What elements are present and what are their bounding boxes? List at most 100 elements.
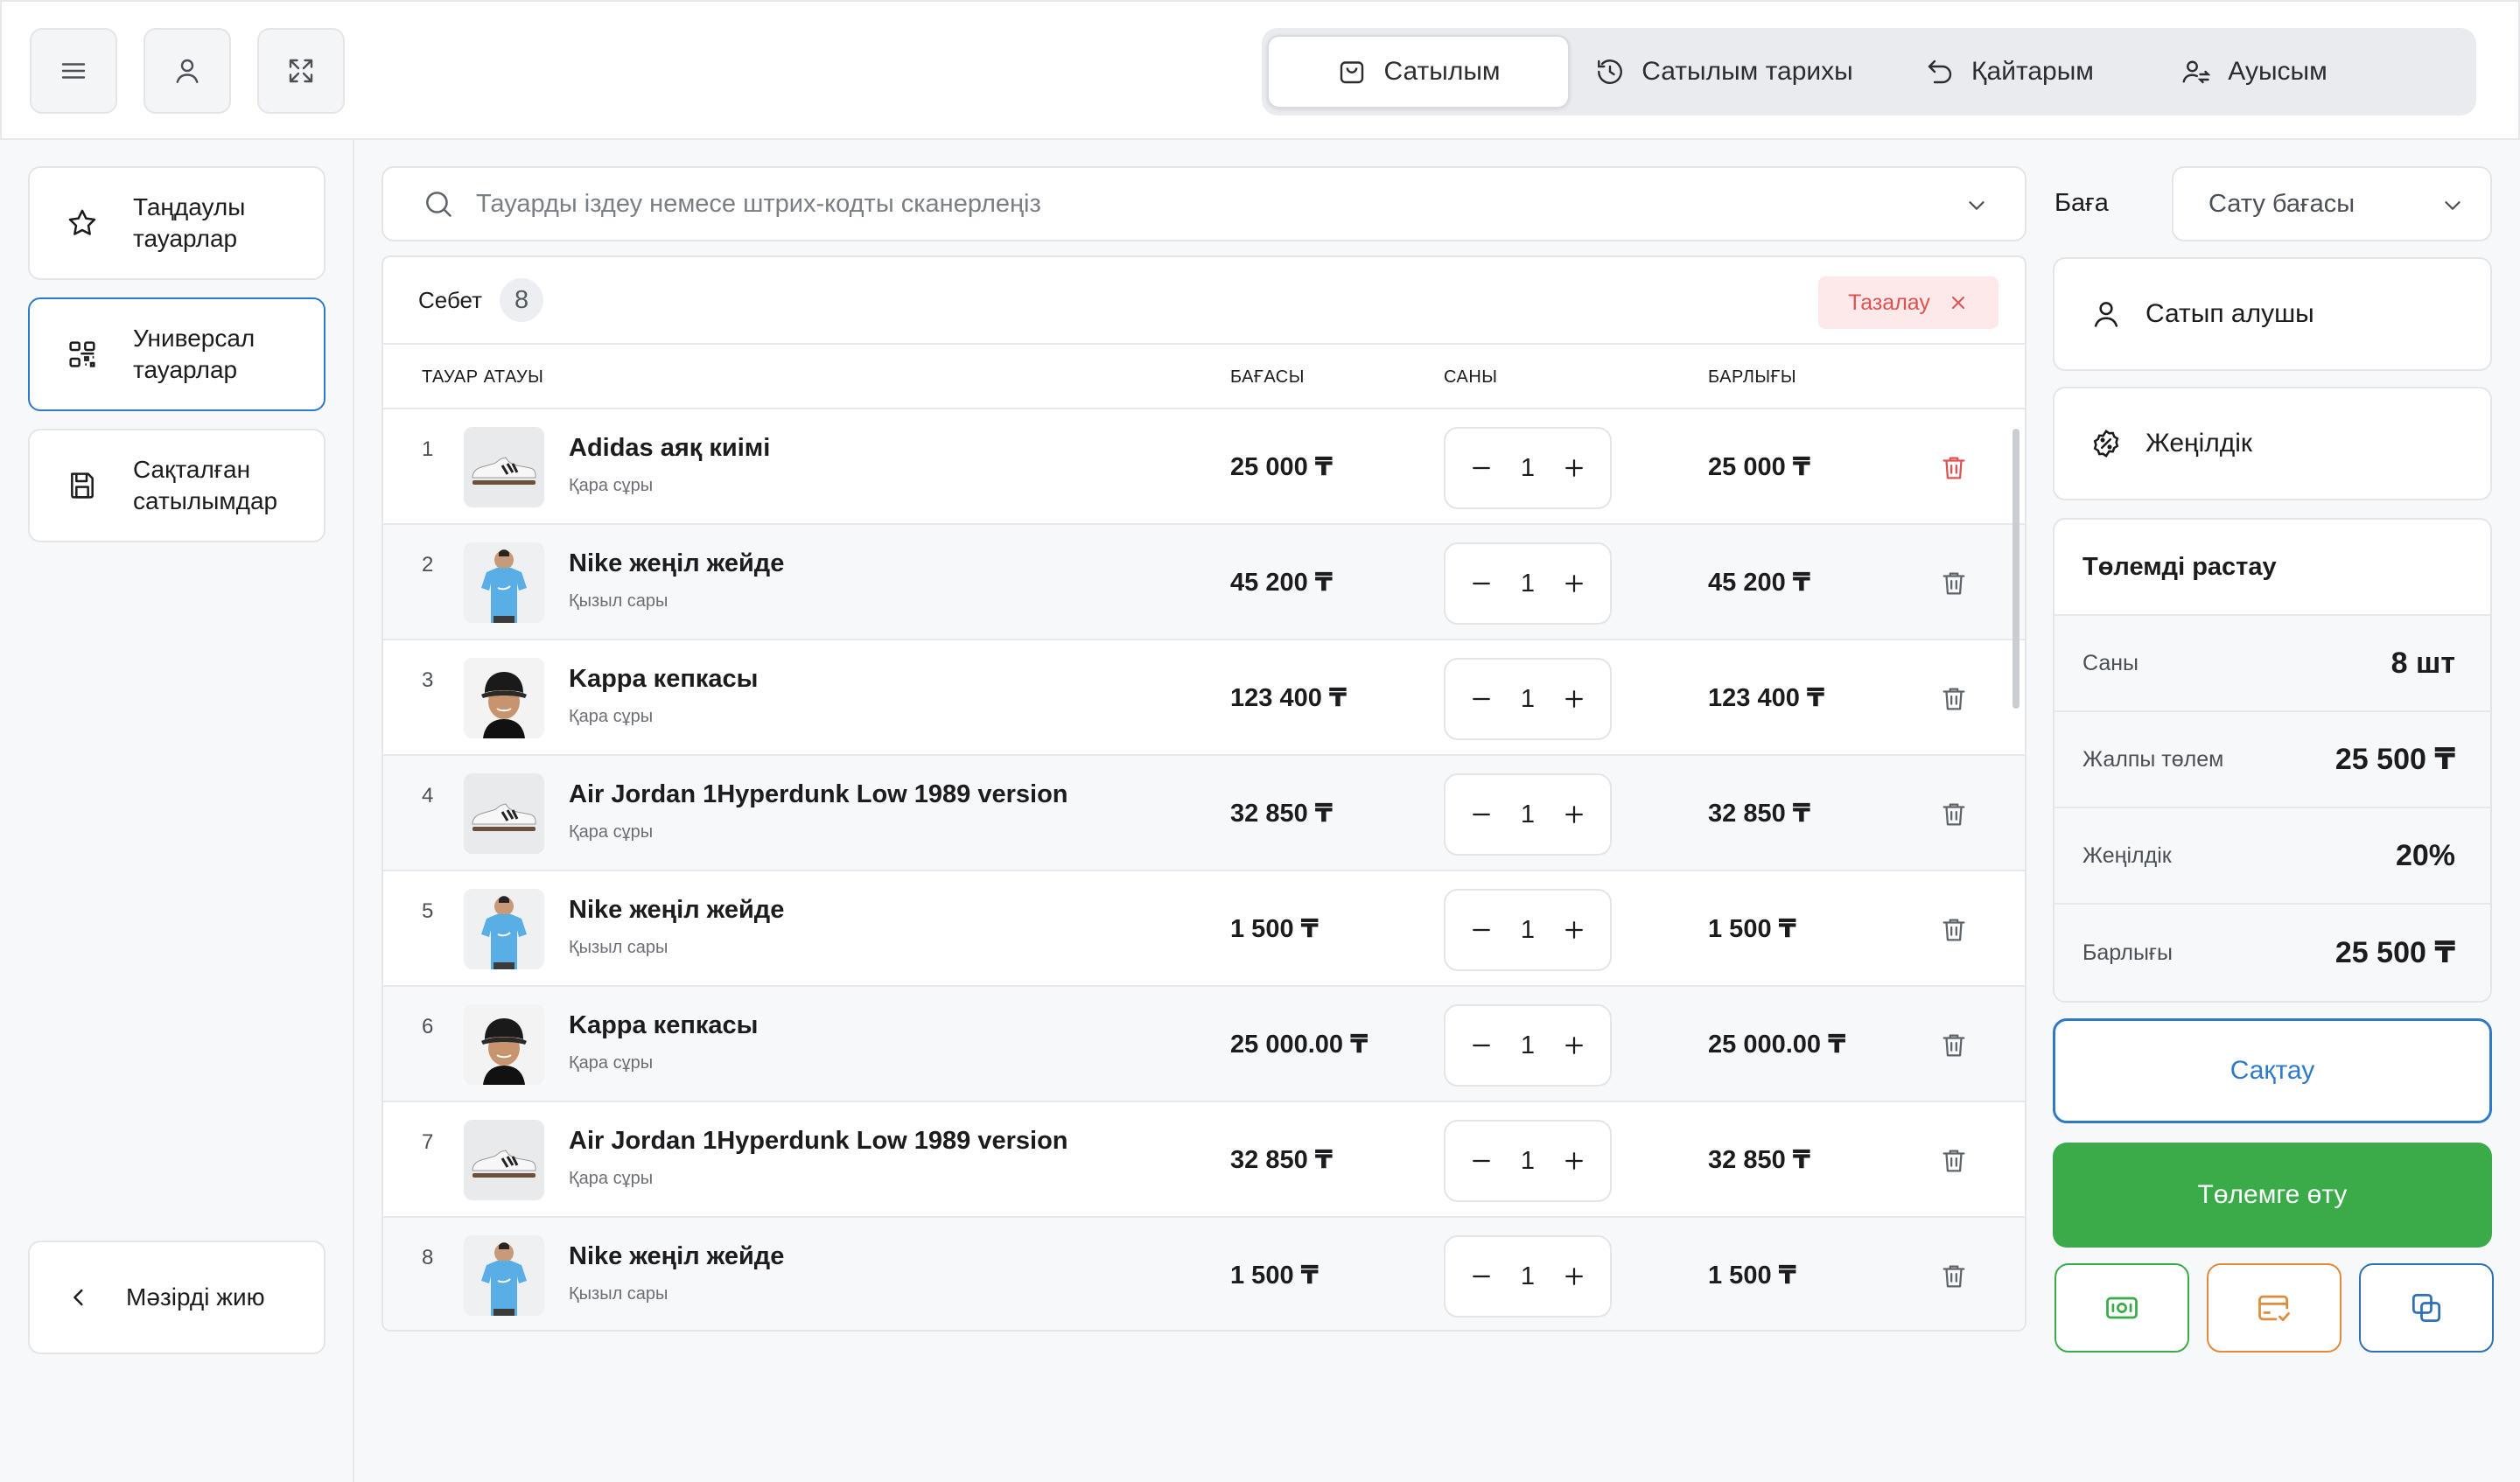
plus-icon[interactable]: [1561, 686, 1587, 712]
cash-payment-button[interactable]: [2054, 1263, 2189, 1353]
minus-icon[interactable]: [1468, 801, 1494, 828]
quantity-value[interactable]: 1: [1520, 684, 1536, 713]
plus-icon[interactable]: [1561, 801, 1587, 828]
cart-column-headers: ТАУАР АТАУЫ БАҒАСЫ САНЫ БАРЛЫҒЫ: [383, 345, 2025, 409]
table-row: 3 Kappa кепкасы Қара сұры 123 400 ₸ 1 123 400…: [383, 640, 2025, 756]
row-index: 7: [422, 1130, 434, 1154]
cart-scrollbar[interactable]: [2012, 429, 2020, 709]
column-qty: САНЫ: [1444, 367, 1498, 387]
discount-icon: [2093, 429, 2119, 458]
mixed-payment-button[interactable]: [2359, 1263, 2494, 1353]
tab-returns[interactable]: Қайтарым: [1878, 35, 2140, 108]
search-input[interactable]: [476, 189, 1911, 219]
product-total: 32 850 ₸: [1708, 1146, 1810, 1174]
tab-label: Сатылым: [1383, 57, 1501, 86]
mixed-payment-icon: [2412, 1293, 2441, 1323]
sneaker-thumbnail-icon: [464, 1120, 544, 1200]
product-variant: Қызыл сары: [569, 1284, 668, 1304]
trash-icon[interactable]: [1939, 1031, 1969, 1060]
minus-icon[interactable]: [1468, 1032, 1494, 1059]
trash-icon[interactable]: [1939, 453, 1969, 483]
sidebar-item-favorites[interactable]: Таңдаулы тауарлар: [28, 166, 326, 280]
sidebar: Таңдаулы тауарлар Универсал тауарлар Сақ…: [0, 140, 354, 1482]
tab-sales[interactable]: Сатылым: [1267, 35, 1570, 108]
trash-icon[interactable]: [1939, 915, 1969, 945]
chevron-down-icon[interactable]: [1964, 192, 1990, 219]
star-icon: [68, 209, 96, 235]
quantity-value[interactable]: 1: [1520, 1031, 1536, 1059]
trash-icon[interactable]: [1939, 1146, 1969, 1176]
product-name: Kappa кепкасы: [569, 1011, 759, 1039]
table-row: 5 Nike жеңіл жейде Қызыл сары 1 500 ₸ 1 1 500…: [383, 871, 2025, 987]
sidebar-item-universal[interactable]: Универсал тауарлар: [28, 297, 326, 411]
quantity-value[interactable]: 1: [1520, 800, 1536, 828]
bag-icon: [1340, 61, 1364, 84]
product-total: 123 400 ₸: [1708, 684, 1825, 712]
plus-icon[interactable]: [1561, 1263, 1587, 1290]
quantity-value[interactable]: 1: [1520, 569, 1536, 598]
card-payment-button[interactable]: [2207, 1263, 2342, 1353]
search-icon: [426, 192, 452, 217]
trash-icon[interactable]: [1939, 800, 1969, 829]
plus-icon[interactable]: [1561, 1148, 1587, 1174]
product-total: 25 000.00 ₸: [1708, 1031, 1846, 1059]
discount-button[interactable]: Жеңілдік: [2053, 387, 2492, 500]
tab-shift[interactable]: Ауысым: [2140, 35, 2368, 108]
plus-icon[interactable]: [1561, 917, 1587, 943]
product-variant: Қара сұры: [569, 1053, 654, 1073]
trash-icon[interactable]: [1939, 684, 1969, 714]
tab-sales-history[interactable]: Сатылым тарихы: [1570, 35, 1878, 108]
minus-icon[interactable]: [1468, 1148, 1494, 1174]
product-name: Nike жеңіл жейде: [569, 549, 785, 577]
minus-icon[interactable]: [1468, 1263, 1494, 1290]
proceed-to-payment-button[interactable]: Төлемге өту: [2053, 1143, 2492, 1248]
profile-button[interactable]: [144, 28, 231, 114]
quantity-stepper: 1: [1444, 773, 1612, 856]
product-variant: Қара сұры: [569, 1169, 654, 1188]
row-index: 8: [422, 1246, 434, 1269]
price-type-select[interactable]: Сату бағасы: [2172, 166, 2492, 241]
main-tabs: Сатылым Сатылым тарихы Қайтарым Ауысым: [1262, 28, 2476, 115]
minus-icon[interactable]: [1468, 917, 1494, 943]
summary-value: 20%: [2395, 838, 2455, 872]
plus-icon[interactable]: [1561, 1032, 1587, 1059]
expand-icon: [289, 59, 313, 83]
menu-button[interactable]: [30, 28, 117, 114]
save-icon: [71, 472, 94, 499]
product-search[interactable]: [382, 166, 2026, 241]
plus-icon[interactable]: [1561, 570, 1587, 597]
trash-icon[interactable]: [1939, 1262, 1969, 1291]
close-icon: [1951, 297, 1964, 309]
trash-icon[interactable]: [1939, 569, 1969, 598]
product-name: Air Jordan 1Hyperdunk Low 1989 version: [569, 1127, 1068, 1155]
summary-value: 25 500 ₸: [2334, 936, 2455, 969]
save-button[interactable]: Сақтау: [2053, 1018, 2492, 1123]
product-name: Adidas аяқ киімі: [569, 434, 771, 462]
return-icon: [1928, 59, 1952, 84]
product-variant: Қызыл сары: [569, 591, 668, 611]
history-icon: [1598, 59, 1623, 84]
minus-icon[interactable]: [1468, 686, 1494, 712]
collapse-menu-button[interactable]: Мәзірді жию: [28, 1241, 326, 1354]
quantity-value[interactable]: 1: [1520, 453, 1536, 482]
customer-button[interactable]: Сатып алушы: [2053, 257, 2492, 371]
product-thumbnail: [464, 1004, 544, 1085]
product-price: 45 200 ₸: [1230, 569, 1333, 597]
summary-title: Төлемді растау: [2054, 520, 2490, 616]
minus-icon[interactable]: [1468, 455, 1494, 481]
product-variant: Қара сұры: [569, 476, 654, 495]
clear-cart-button[interactable]: Тазалау: [1818, 276, 1998, 329]
menu-icon: [61, 63, 86, 79]
minus-icon[interactable]: [1468, 570, 1494, 597]
product-price: 25 000.00 ₸: [1230, 1031, 1368, 1059]
quantity-value[interactable]: 1: [1520, 1262, 1536, 1290]
quantity-value[interactable]: 1: [1520, 1146, 1536, 1175]
fullscreen-button[interactable]: [257, 28, 345, 114]
product-price: 32 850 ₸: [1230, 1146, 1333, 1174]
plus-icon[interactable]: [1561, 455, 1587, 481]
sidebar-item-saved-sales[interactable]: Сақталған сатылымдар: [28, 429, 326, 542]
product-thumbnail: [464, 1120, 544, 1200]
cash-icon: [2106, 1297, 2138, 1319]
quantity-value[interactable]: 1: [1520, 915, 1536, 944]
row-index: 3: [422, 668, 434, 692]
